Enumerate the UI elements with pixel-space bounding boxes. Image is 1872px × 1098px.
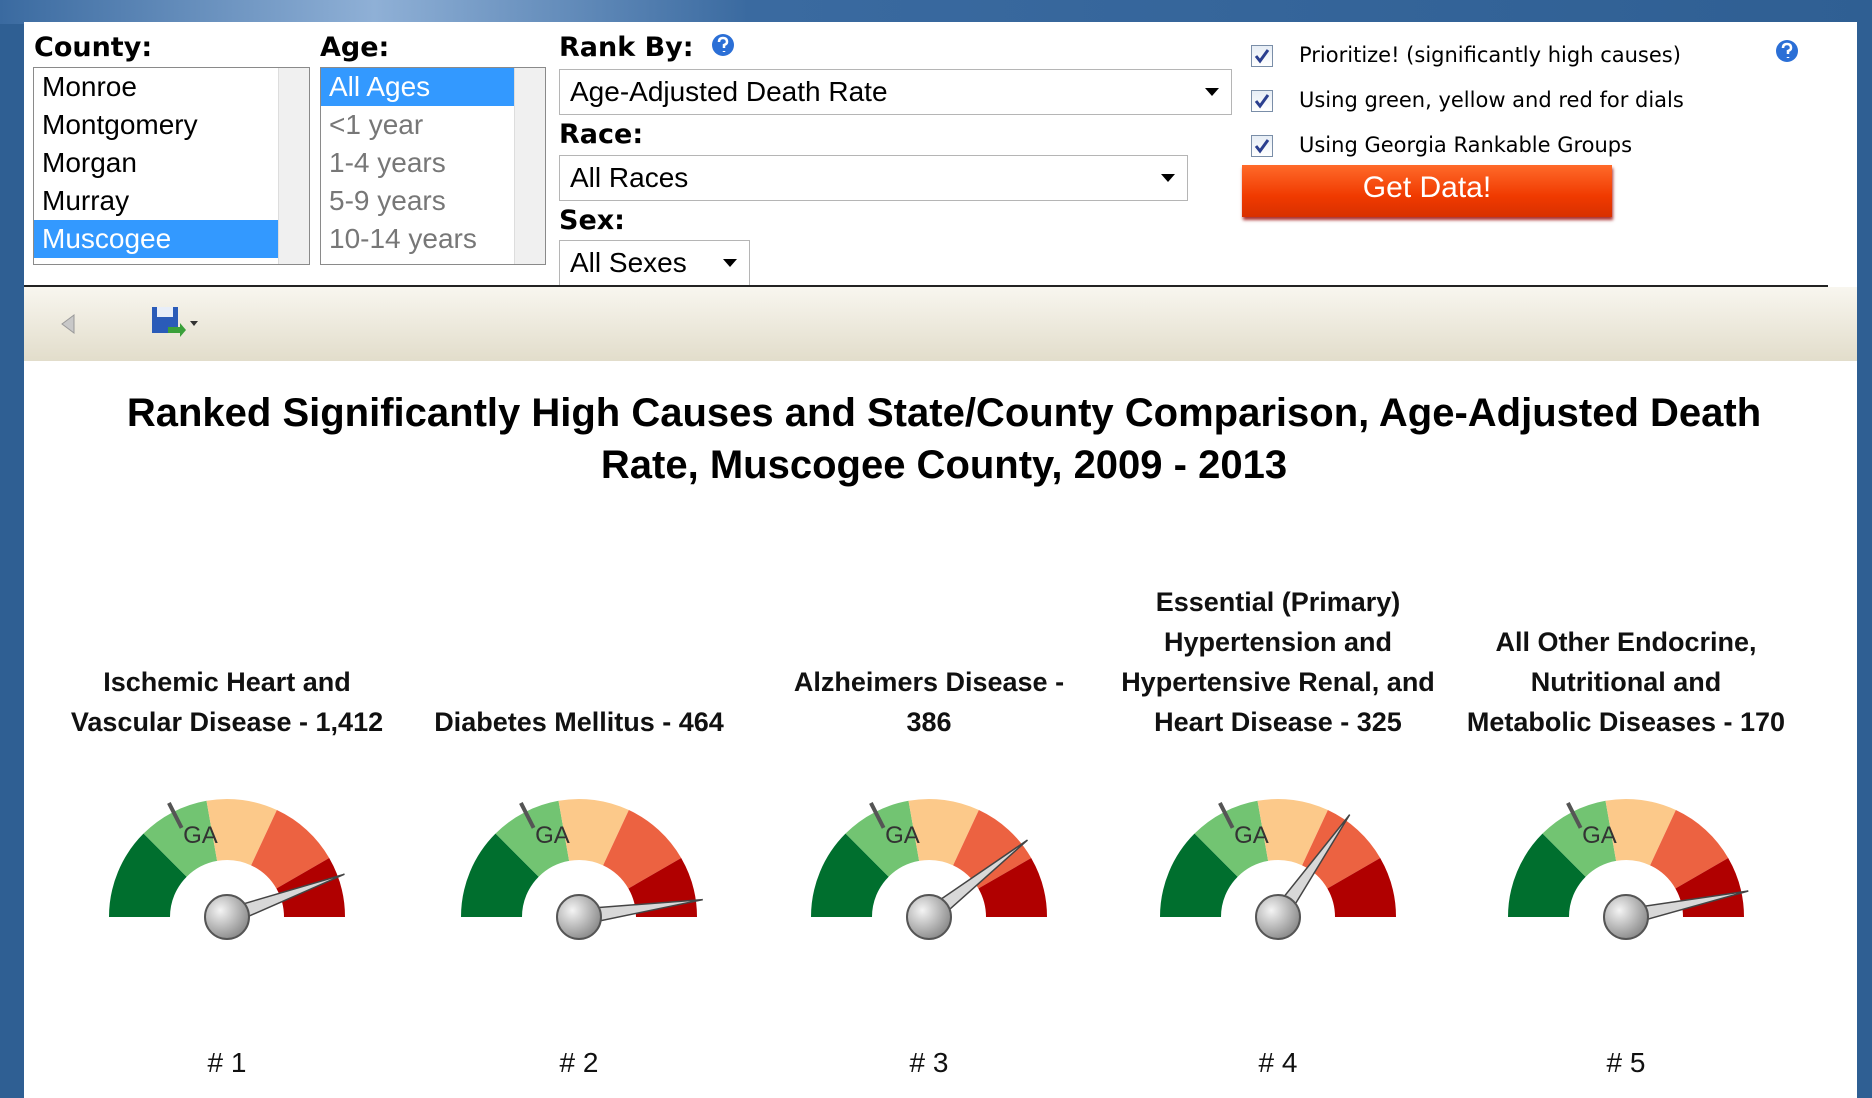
export-button[interactable]	[150, 303, 200, 343]
checkbox[interactable]	[1251, 90, 1273, 112]
checkbox[interactable]	[1251, 45, 1273, 67]
help-icon[interactable]	[710, 32, 736, 58]
age-listbox[interactable]: All Ages <1 year 1-4 years 5-9 years 10-14 y…	[320, 67, 546, 265]
county-listbox[interactable]: Monroe Montgomery Morgan Murray Muscogee	[33, 67, 310, 265]
state-marker-label: GA	[535, 822, 570, 849]
sex-select[interactable]: All Sexes	[559, 240, 750, 286]
gauge-label: All Other Endocrine, Nutritional and Met…	[1466, 627, 1786, 737]
report-title: Ranked Significantly High Causes and Sta…	[126, 391, 1762, 487]
needle-hub	[1255, 894, 1301, 940]
checkbox-label: Using green, yellow and red for dials	[1299, 88, 1684, 112]
help-icon[interactable]	[1774, 38, 1800, 64]
list-option[interactable]: 1-4 years	[329, 147, 446, 178]
gauge-band	[206, 799, 277, 866]
gauge-band	[495, 800, 570, 877]
gauge-band	[908, 799, 979, 866]
rank-by-label: Rank By:	[559, 32, 694, 63]
back-button[interactable]	[54, 309, 84, 339]
needle-hub	[556, 894, 602, 940]
scrollbar[interactable]	[278, 68, 309, 264]
list-option[interactable]: Muscogee	[34, 220, 309, 258]
gauge-band	[978, 858, 1047, 917]
state-marker	[869, 802, 886, 829]
state-marker	[167, 802, 184, 829]
gauge-band	[845, 800, 920, 877]
list-option[interactable]: 5-9 years	[329, 185, 446, 216]
toolbar	[24, 287, 1857, 361]
list-option[interactable]: 10-14 years	[329, 223, 477, 254]
checkbox-label: Prioritize! (significantly high causes)	[1299, 43, 1681, 67]
age-label: Age:	[320, 32, 390, 63]
gauge-band	[1605, 798, 1676, 866]
gauge-rank: # 1	[207, 1047, 247, 1078]
state-marker-label: GA	[183, 822, 218, 849]
rank-by-value: Age-Adjusted Death Rate	[570, 76, 888, 107]
top-bar	[0, 0, 1872, 24]
gauge-band	[143, 800, 218, 877]
gauge-label: Diabetes Mellitus - 464	[434, 707, 724, 737]
gauge-rank: # 2	[559, 1047, 599, 1078]
state-marker	[519, 802, 536, 829]
get-data-button[interactable]: Get Data!	[1242, 165, 1612, 217]
gauge-band	[1542, 800, 1617, 877]
gauge-rank: # 3	[909, 1047, 949, 1078]
list-option[interactable]: <1 year	[329, 109, 424, 140]
gauge-band	[1257, 798, 1328, 866]
sex-value: All Sexes	[570, 247, 687, 278]
gauge-band	[1302, 810, 1381, 889]
state-marker	[1218, 802, 1235, 829]
rank-by-select[interactable]: Age-Adjusted Death Rate	[559, 69, 1232, 115]
list-option[interactable]: Morgan	[42, 147, 137, 178]
race-select[interactable]: All Races	[559, 155, 1188, 201]
state-marker-label: GA	[1234, 822, 1269, 849]
county-label: County:	[34, 32, 153, 63]
sex-label: Sex:	[559, 205, 625, 236]
checkbox[interactable]	[1251, 135, 1273, 157]
check-mark	[1254, 94, 1270, 109]
gauge-rank: # 4	[1258, 1047, 1298, 1078]
list-option[interactable]: Murray	[42, 185, 130, 216]
gauge-band	[603, 810, 682, 889]
gauge-band	[251, 810, 330, 889]
gauge-label: Ischemic Heart and Vascular Disease - 1,…	[70, 667, 384, 737]
state-marker-label: GA	[1582, 822, 1617, 849]
race-label: Race:	[559, 119, 644, 150]
list-option[interactable]: Montgomery	[42, 109, 198, 140]
needle-hub	[204, 894, 250, 940]
scrollbar[interactable]	[514, 68, 545, 264]
gauge-band	[1508, 833, 1586, 917]
state-marker	[1566, 802, 1583, 829]
check-mark	[1254, 49, 1270, 64]
gauge-band	[1327, 858, 1396, 917]
state-marker-label: GA	[885, 822, 920, 849]
gauge-band	[109, 833, 187, 917]
gauge-band	[1160, 833, 1238, 917]
list-option[interactable]: All Ages	[321, 68, 545, 106]
gauge-band	[1650, 810, 1729, 889]
list-option[interactable]: Monroe	[42, 71, 137, 102]
gauge-label: Alzheimers Disease - 386	[793, 667, 1065, 737]
gauge-band	[558, 799, 629, 866]
divider	[24, 285, 1828, 287]
panel: County: Monroe Montgomery Morgan Murray Musc…	[24, 22, 1857, 1098]
gauge-band	[1194, 800, 1269, 877]
check-mark	[1254, 139, 1270, 154]
needle-hub	[1603, 894, 1649, 940]
gauges-layer: GA GA GA GA GA	[109, 798, 1749, 940]
gauge-band	[811, 833, 889, 917]
needle-hub	[906, 894, 952, 940]
gauge-band	[461, 833, 539, 917]
race-value: All Races	[570, 162, 689, 193]
gauge-band	[953, 810, 1032, 889]
gauge-label: Essential (Primary) Hypertension and Hyp…	[1121, 587, 1435, 737]
gauge-rank: # 5	[1606, 1047, 1646, 1078]
checkbox-label: Using Georgia Rankable Groups	[1299, 133, 1633, 157]
